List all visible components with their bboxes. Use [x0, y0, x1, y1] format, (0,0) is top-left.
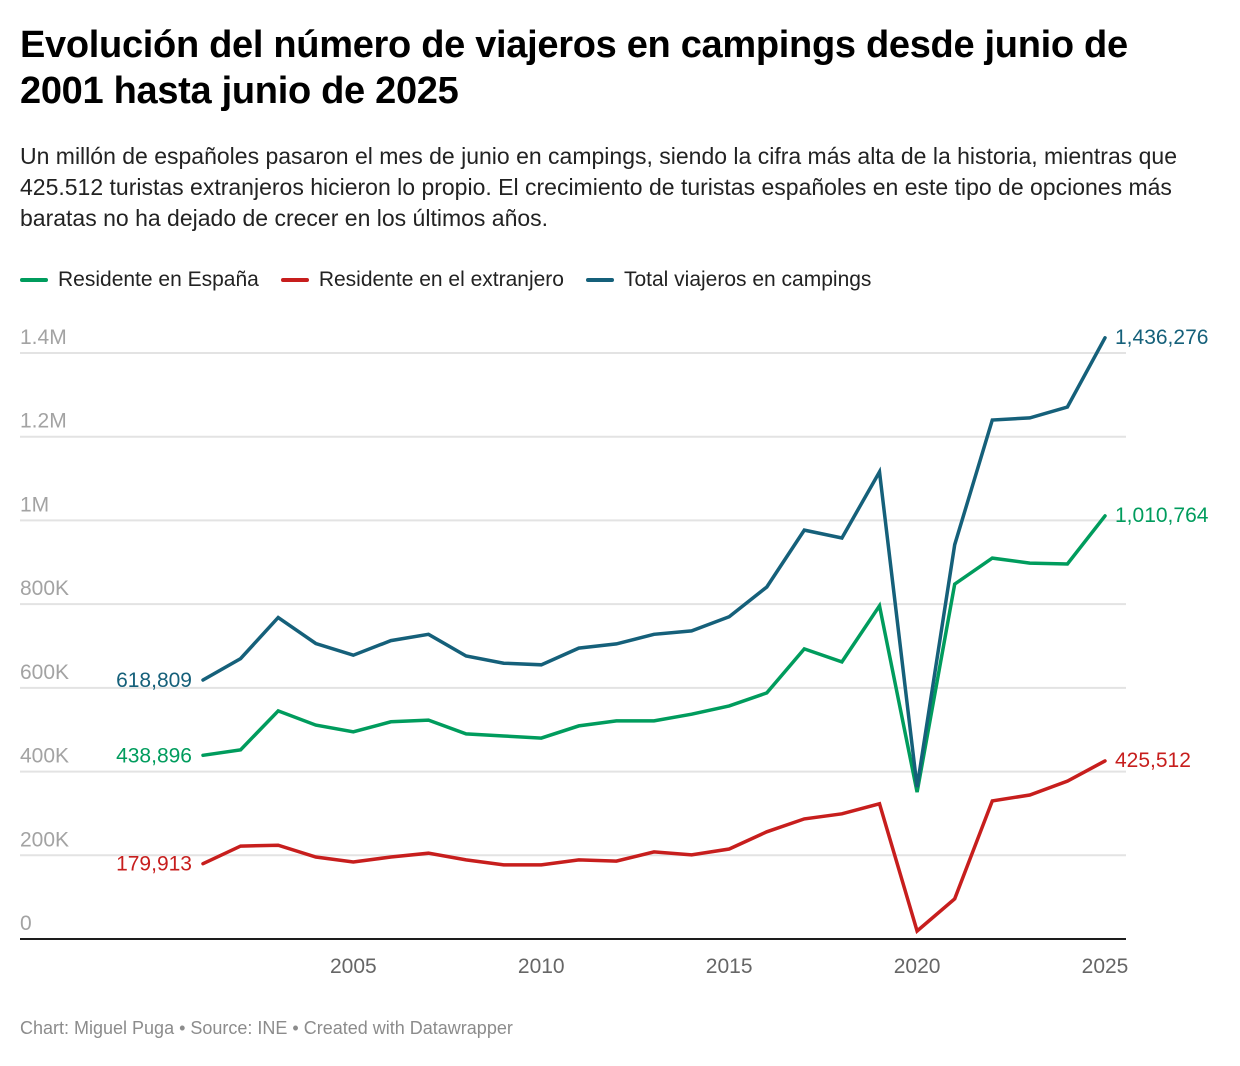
y-tick-label: 1.4M: [20, 326, 67, 349]
series-lines: [201, 336, 1107, 935]
legend-item-total: Total viajeros en campings: [585, 268, 872, 292]
line-chart: 0 200K 400K 600K 800K 1M 1.2M 1.4M 2005 2010 2015…: [20, 326, 1209, 978]
start-value-label-total: 618,809: [116, 669, 192, 692]
legend-swatch-total: [585, 278, 614, 282]
end-value-label-total: 1,436,276: [1115, 326, 1208, 349]
start-value-label-abroad: 179,913: [116, 853, 192, 876]
start-value-label-spain: 438,896: [116, 744, 192, 767]
legend-label-total: Total viajeros en campings: [623, 268, 872, 291]
y-tick-label: 600K: [20, 661, 69, 684]
legend-swatch-spain: [20, 278, 48, 282]
legend: Residente en España Residente en el extr…: [20, 268, 871, 292]
x-tick-label: 2005: [330, 955, 377, 978]
gridlines: [20, 352, 1126, 857]
y-tick-label: 0: [20, 912, 32, 935]
legend-swatch-abroad: [280, 278, 309, 282]
y-tick-label: 200K: [20, 828, 69, 851]
chart-title: Evolución del número de viajeros en camp…: [20, 24, 1128, 112]
end-value-label-abroad: 425,512: [1115, 749, 1191, 772]
x-tick-label: 2020: [894, 955, 941, 978]
x-tick-label: 2010: [518, 955, 565, 978]
series-line-abroad: [201, 759, 1107, 935]
legend-label-abroad: Residente en el extranjero: [318, 268, 564, 291]
x-tick-label: 2015: [706, 955, 753, 978]
chart-footer: Chart: Miguel Puga • Source: INE • Creat…: [20, 1018, 513, 1038]
x-axis-ticks: 2005 2010 2015 2020 2025: [330, 955, 1128, 978]
y-tick-label: 800K: [20, 577, 69, 600]
x-tick-label: 2025: [1082, 955, 1129, 978]
end-value-label-spain: 1,010,764: [1115, 504, 1209, 527]
legend-item-spain: Residente en España: [20, 268, 259, 292]
series-labels: 179,913 425,512 438,896 1,010,764 618,809 1,4…: [116, 326, 1209, 876]
legend-item-abroad: Residente en el extranjero: [280, 268, 564, 292]
chart-subtitle: Un millón de españoles pasaron el mes de…: [20, 143, 1178, 231]
series-line-spain: [201, 514, 1107, 793]
y-tick-label: 1.2M: [20, 410, 67, 433]
y-axis-ticks: 0 200K 400K 600K 800K 1M 1.2M 1.4M: [20, 326, 69, 935]
y-tick-label: 400K: [20, 745, 69, 768]
y-tick-label: 1M: [20, 493, 49, 516]
series-line-total: [201, 336, 1107, 788]
legend-label-spain: Residente en España: [58, 268, 259, 291]
